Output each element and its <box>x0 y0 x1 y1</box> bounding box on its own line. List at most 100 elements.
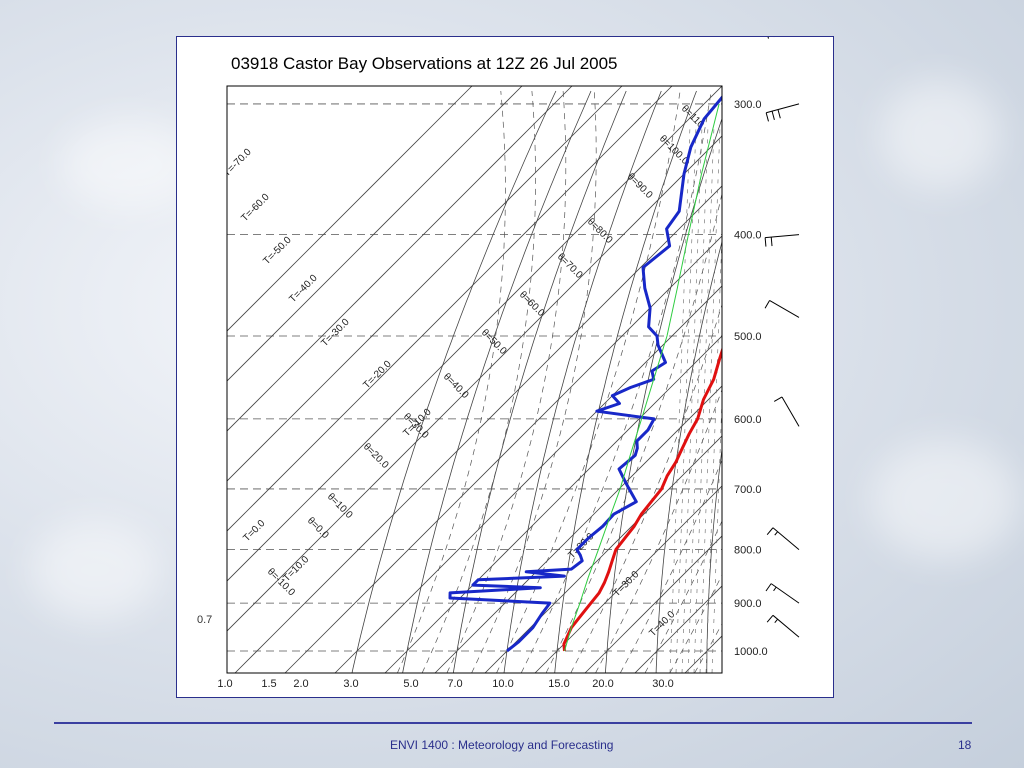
wind-barb-flag <box>766 527 774 535</box>
mixing-ratio-line <box>675 125 697 673</box>
mixing-ratio-line <box>669 125 691 673</box>
dry-adiabat <box>554 90 697 673</box>
isotherm-line <box>634 585 722 673</box>
wind-barb-flag <box>770 237 773 247</box>
theta-label: θ=20.0 <box>361 441 391 471</box>
chart-frame: 03918 Castor Bay Observations at 12Z 26 … <box>176 36 834 698</box>
x-tick-label: 30.0 <box>652 678 673 690</box>
isotherm-label: T=0.0 <box>241 518 267 544</box>
dry-adiabat <box>757 91 833 673</box>
page-number: 18 <box>958 738 972 752</box>
theta-label: θ=50.0 <box>479 327 509 357</box>
theta-label: θ=40.0 <box>441 371 471 401</box>
pressure-tick-label: 400.0 <box>734 230 762 242</box>
dry-adiabat <box>706 446 722 673</box>
wind-barb-half-flag <box>773 586 777 592</box>
x-tick-label: 2.0 <box>293 678 308 690</box>
moist-adiabat <box>644 520 722 673</box>
plot-border <box>226 85 723 674</box>
wind-barb-flag <box>777 109 781 119</box>
moist-adiabat <box>694 623 722 673</box>
mixing-ratio-line <box>711 391 722 673</box>
isotherm-line <box>227 86 523 382</box>
isotherm-line <box>227 86 673 532</box>
x-tick-label: 3.0 <box>343 678 358 690</box>
wind-barb-flag <box>771 111 775 120</box>
isotherm-line <box>684 635 722 673</box>
moist-adiabat <box>619 459 722 673</box>
moist-adiabat <box>496 90 681 673</box>
footer-divider <box>54 722 972 724</box>
isotherm-label: T=-30.0 <box>319 316 352 349</box>
isotherm-label: T=-50.0 <box>261 234 294 267</box>
dry-adiabat <box>503 90 662 673</box>
wind-barb <box>765 103 800 122</box>
isotherm-line <box>584 535 722 673</box>
isotherm-line <box>334 285 722 673</box>
pressure-tick-label: 900.0 <box>734 598 762 610</box>
wind-barb-staff <box>772 614 800 638</box>
wind-barb-flag <box>766 614 774 623</box>
pressure-tick-label: 1000.0 <box>734 646 768 658</box>
isotherm-line <box>785 86 833 673</box>
theta-label: θ=110 <box>679 103 706 130</box>
x-tick-label: 7.0 <box>447 678 462 690</box>
pressure-tick-label: 700.0 <box>734 484 762 496</box>
isotherm-line <box>384 335 722 673</box>
isotherm-line <box>735 86 833 673</box>
theta-label: θ=0.0 <box>305 515 331 541</box>
x-tick-label: 1.5 <box>261 678 276 690</box>
theta-label: θ=90.0 <box>625 171 655 201</box>
chart-title: 03918 Castor Bay Observations at 12Z 26 … <box>231 54 618 73</box>
dry-adiabat <box>452 90 627 673</box>
isotherm-line <box>227 86 623 482</box>
isotherm-label: T=-60.0 <box>239 191 272 224</box>
dry-adiabat <box>351 90 557 673</box>
theta-label: θ=10.0 <box>325 491 355 521</box>
moist-adiabat <box>397 90 506 673</box>
wind-barb-flag <box>773 396 783 402</box>
isotherm-line <box>227 86 473 332</box>
wind-barb-flag <box>764 237 767 247</box>
wind-barb-flag <box>767 37 769 39</box>
theta-label: θ=60.0 <box>517 289 547 319</box>
x-tick-label: 15.0 <box>548 678 569 690</box>
isotherm-line <box>534 485 722 673</box>
series-temperature-line <box>562 346 722 652</box>
pressure-tick-label: 300.0 <box>734 99 762 111</box>
x-tick-label: 5.0 <box>403 678 418 690</box>
wind-barb-flag <box>765 112 769 122</box>
wind-barb <box>773 396 800 427</box>
isotherm-label: T=30.0 <box>611 569 641 599</box>
moist-adiabat <box>669 574 722 673</box>
theta-label: θ=80.0 <box>585 216 615 246</box>
isotherm-label: T=-20.0 <box>361 358 394 391</box>
dry-adiabat <box>805 91 833 673</box>
wind-barb <box>766 614 800 638</box>
left-axis-label: 0.7 <box>197 614 212 626</box>
pressure-tick-label: 800.0 <box>734 545 762 557</box>
pressure-tick-label: 500.0 <box>734 331 762 343</box>
wind-barb-flag <box>764 300 770 309</box>
wind-barb-staff <box>772 527 800 550</box>
isotherm-line <box>234 185 722 673</box>
wind-barb-staff <box>770 583 800 604</box>
wind-barb <box>765 583 800 604</box>
x-tick-label: 20.0 <box>592 678 613 690</box>
isotherm-line <box>227 135 722 632</box>
x-tick-label: 10.0 <box>492 678 513 690</box>
isotherm-line <box>227 86 573 432</box>
wind-barb-half-flag <box>774 531 779 536</box>
wind-barb-staff <box>765 234 800 239</box>
wind-barb-half-flag <box>774 618 779 624</box>
wind-barb-flag <box>765 583 772 592</box>
dry-adiabat <box>655 240 722 673</box>
mixing-ratio-line <box>705 227 722 673</box>
wind-barb <box>764 300 800 318</box>
footer-course-title: ENVI 1400 : Meteorology and Forecasting <box>390 738 614 752</box>
wind-barb-staff <box>769 300 800 318</box>
mixing-ratio-line <box>681 125 703 673</box>
isotherm-line <box>484 435 722 673</box>
mixing-ratio-line <box>687 125 709 673</box>
dry-adiabat <box>402 90 592 673</box>
